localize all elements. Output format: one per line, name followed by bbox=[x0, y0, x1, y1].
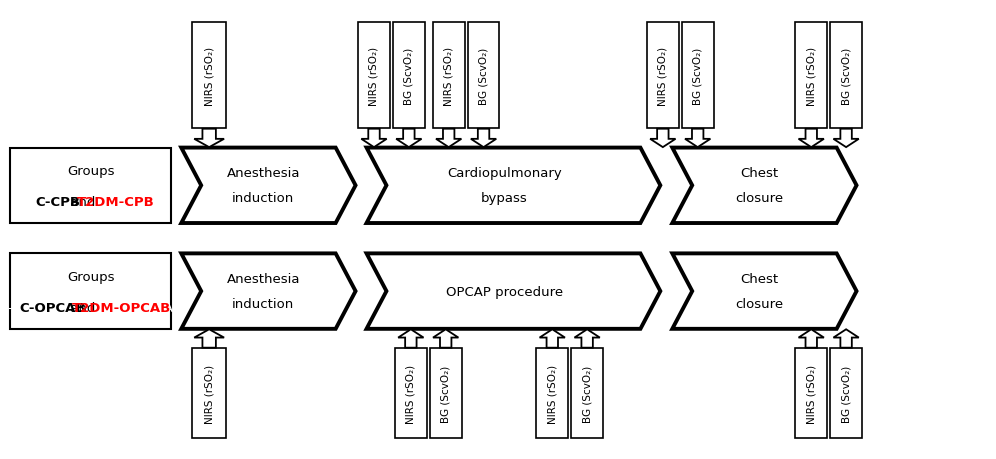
Text: Chest: Chest bbox=[740, 273, 778, 285]
Bar bbox=[192, 23, 226, 129]
Text: T2DM-OPCAB: T2DM-OPCAB bbox=[72, 302, 170, 314]
Bar bbox=[359, 23, 390, 129]
Bar bbox=[795, 348, 827, 438]
Polygon shape bbox=[398, 330, 423, 348]
Text: BG (ScvO₂): BG (ScvO₂) bbox=[841, 47, 852, 105]
Bar bbox=[394, 348, 426, 438]
Text: NIRS (rSO₂): NIRS (rSO₂) bbox=[204, 364, 214, 423]
Text: C-OPCAB and T2DM-OPCAB: C-OPCAB and T2DM-OPCAB bbox=[0, 302, 182, 314]
Polygon shape bbox=[799, 129, 824, 148]
Bar bbox=[831, 23, 863, 129]
Polygon shape bbox=[540, 330, 565, 348]
Text: NIRS (rSO₂): NIRS (rSO₂) bbox=[547, 364, 558, 423]
Polygon shape bbox=[685, 129, 710, 148]
Polygon shape bbox=[436, 129, 461, 148]
Polygon shape bbox=[362, 129, 386, 148]
Text: C-CPB: C-CPB bbox=[35, 196, 80, 209]
Bar bbox=[795, 23, 827, 129]
Polygon shape bbox=[799, 330, 824, 348]
Text: NIRS (rSO₂): NIRS (rSO₂) bbox=[443, 46, 454, 106]
Text: Chest: Chest bbox=[740, 167, 778, 180]
Bar bbox=[432, 23, 464, 129]
Text: BG (ScvO₂): BG (ScvO₂) bbox=[692, 47, 703, 105]
Polygon shape bbox=[367, 254, 660, 329]
Text: induction: induction bbox=[232, 192, 295, 205]
Polygon shape bbox=[650, 129, 675, 148]
Bar bbox=[681, 23, 713, 129]
Text: Groups: Groups bbox=[67, 164, 115, 177]
Bar bbox=[192, 348, 226, 438]
Text: C-OPCAB: C-OPCAB bbox=[19, 302, 86, 314]
Text: C-CPB and T2DM-CPB: C-CPB and T2DM-CPB bbox=[19, 196, 162, 209]
Text: OPCAP procedure: OPCAP procedure bbox=[446, 285, 563, 298]
Polygon shape bbox=[575, 330, 600, 348]
Text: closure: closure bbox=[735, 297, 783, 310]
Text: NIRS (rSO₂): NIRS (rSO₂) bbox=[657, 46, 668, 106]
Text: closure: closure bbox=[735, 192, 783, 205]
Text: and: and bbox=[66, 302, 100, 314]
Text: NIRS (rSO₂): NIRS (rSO₂) bbox=[806, 364, 817, 423]
Text: Cardiopulmonary: Cardiopulmonary bbox=[447, 167, 562, 180]
Text: and: and bbox=[66, 196, 100, 209]
Polygon shape bbox=[194, 129, 224, 148]
Text: BG (ScvO₂): BG (ScvO₂) bbox=[440, 365, 451, 422]
Polygon shape bbox=[471, 129, 496, 148]
Polygon shape bbox=[672, 148, 857, 224]
Bar bbox=[572, 348, 604, 438]
Polygon shape bbox=[181, 254, 356, 329]
Bar bbox=[536, 348, 568, 438]
Text: BG (ScvO₂): BG (ScvO₂) bbox=[582, 365, 593, 422]
Bar bbox=[10, 148, 171, 224]
Bar bbox=[430, 348, 462, 438]
Bar bbox=[392, 23, 424, 129]
Text: NIRS (rSO₂): NIRS (rSO₂) bbox=[369, 46, 379, 106]
Text: BG (ScvO₂): BG (ScvO₂) bbox=[841, 365, 852, 422]
Text: bypass: bypass bbox=[481, 192, 528, 205]
Bar bbox=[10, 254, 171, 329]
Text: T2DM-CPB: T2DM-CPB bbox=[77, 196, 154, 209]
Bar bbox=[647, 23, 679, 129]
Polygon shape bbox=[396, 129, 421, 148]
Text: Anesthesia: Anesthesia bbox=[226, 167, 300, 180]
Bar bbox=[831, 348, 863, 438]
Polygon shape bbox=[194, 330, 224, 348]
Bar bbox=[468, 23, 500, 129]
Polygon shape bbox=[181, 148, 356, 224]
Polygon shape bbox=[672, 254, 857, 329]
Text: NIRS (rSO₂): NIRS (rSO₂) bbox=[405, 364, 416, 423]
Polygon shape bbox=[834, 129, 859, 148]
Polygon shape bbox=[367, 148, 660, 224]
Text: Groups: Groups bbox=[67, 270, 115, 283]
Text: NIRS (rSO₂): NIRS (rSO₂) bbox=[204, 46, 214, 106]
Text: NIRS (rSO₂): NIRS (rSO₂) bbox=[806, 46, 817, 106]
Polygon shape bbox=[834, 330, 859, 348]
Text: Anesthesia: Anesthesia bbox=[226, 273, 300, 285]
Text: BG (ScvO₂): BG (ScvO₂) bbox=[478, 47, 489, 105]
Polygon shape bbox=[433, 330, 458, 348]
Text: BG (ScvO₂): BG (ScvO₂) bbox=[403, 47, 414, 105]
Text: induction: induction bbox=[232, 297, 295, 310]
